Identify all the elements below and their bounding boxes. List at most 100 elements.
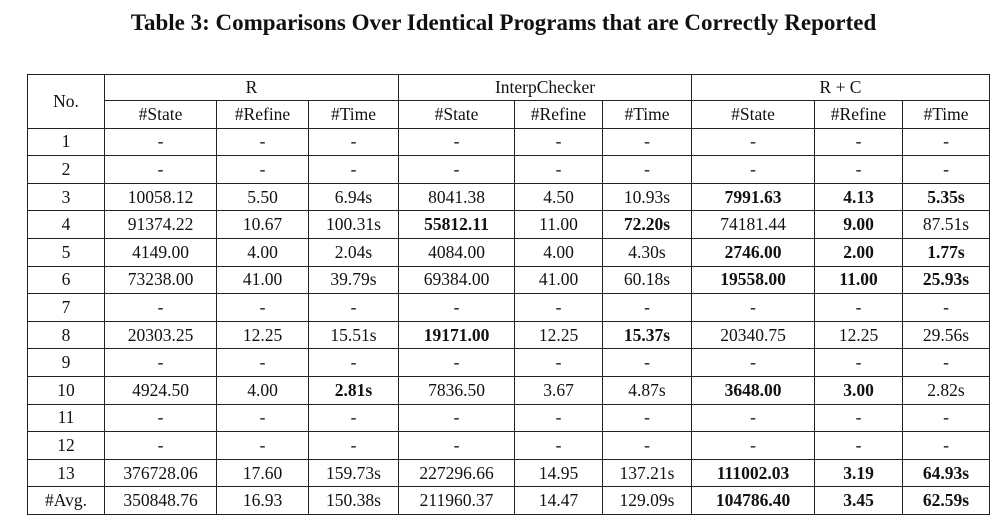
data-cell: 10.93s bbox=[603, 183, 692, 211]
group-header-row: No. R InterpChecker R + C bbox=[28, 75, 990, 101]
data-cell: 3.45 bbox=[815, 487, 903, 515]
data-cell: - bbox=[399, 404, 515, 432]
table-row: 6 73238.00 41.00 39.79s 69384.00 41.00 60.18s 1… bbox=[28, 266, 990, 294]
data-cell: 17.60 bbox=[217, 459, 309, 487]
data-cell: - bbox=[105, 404, 217, 432]
data-cell: 4.00 bbox=[217, 238, 309, 266]
data-cell: 11.00 bbox=[515, 211, 603, 239]
data-cell: - bbox=[603, 349, 692, 377]
row-number-cell: 13 bbox=[28, 459, 105, 487]
data-cell: - bbox=[603, 294, 692, 322]
data-cell: 211960.37 bbox=[399, 487, 515, 515]
data-cell: - bbox=[692, 432, 815, 460]
data-cell: - bbox=[309, 156, 399, 184]
row-number-cell: 12 bbox=[28, 432, 105, 460]
row-number-cell: 5 bbox=[28, 238, 105, 266]
table-row: 10 4924.50 4.00 2.81s 7836.50 3.67 4.87s 3648.0… bbox=[28, 376, 990, 404]
data-cell: 15.51s bbox=[309, 321, 399, 349]
data-cell: 19558.00 bbox=[692, 266, 815, 294]
data-cell: - bbox=[217, 128, 309, 156]
data-cell: - bbox=[515, 156, 603, 184]
table-row: 4 91374.22 10.67 100.31s 55812.11 11.00 72.20s… bbox=[28, 211, 990, 239]
data-cell: 4084.00 bbox=[399, 238, 515, 266]
data-cell: - bbox=[903, 128, 990, 156]
data-cell: 62.59s bbox=[903, 487, 990, 515]
subheader-refine: #Refine bbox=[815, 101, 903, 129]
data-cell: 73238.00 bbox=[105, 266, 217, 294]
subheader-time: #Time bbox=[603, 101, 692, 129]
row-number-cell: 8 bbox=[28, 321, 105, 349]
data-cell: 3648.00 bbox=[692, 376, 815, 404]
data-cell: 2.81s bbox=[309, 376, 399, 404]
data-cell: 4.00 bbox=[515, 238, 603, 266]
data-cell: 1.77s bbox=[903, 238, 990, 266]
table-row: 2--------- bbox=[28, 156, 990, 184]
data-cell: 12.25 bbox=[815, 321, 903, 349]
data-cell: 10.67 bbox=[217, 211, 309, 239]
data-cell: 2746.00 bbox=[692, 238, 815, 266]
table-caption: Table 3: Comparisons Over Identical Prog… bbox=[0, 10, 1007, 36]
data-cell: - bbox=[603, 432, 692, 460]
data-cell: 8041.38 bbox=[399, 183, 515, 211]
data-cell: 64.93s bbox=[903, 459, 990, 487]
data-cell: - bbox=[903, 404, 990, 432]
data-cell: 4.13 bbox=[815, 183, 903, 211]
data-cell: - bbox=[903, 349, 990, 377]
data-cell: 4.50 bbox=[515, 183, 603, 211]
data-cell: - bbox=[309, 404, 399, 432]
data-cell: 104786.40 bbox=[692, 487, 815, 515]
data-cell: 9.00 bbox=[815, 211, 903, 239]
data-cell: - bbox=[515, 404, 603, 432]
data-cell: 111002.03 bbox=[692, 459, 815, 487]
data-cell: - bbox=[105, 156, 217, 184]
row-number-cell: 10 bbox=[28, 376, 105, 404]
data-cell: 7836.50 bbox=[399, 376, 515, 404]
data-cell: 20303.25 bbox=[105, 321, 217, 349]
data-cell: 6.94s bbox=[309, 183, 399, 211]
data-cell: 16.93 bbox=[217, 487, 309, 515]
data-cell: 29.56s bbox=[903, 321, 990, 349]
data-cell: 55812.11 bbox=[399, 211, 515, 239]
data-cell: 5.35s bbox=[903, 183, 990, 211]
data-cell: - bbox=[692, 128, 815, 156]
table-row: #Avg. 350848.76 16.93 150.38s 211960.37 14.47… bbox=[28, 487, 990, 515]
data-cell: - bbox=[815, 432, 903, 460]
data-cell: - bbox=[903, 432, 990, 460]
data-cell: - bbox=[217, 404, 309, 432]
table-row: 11- - - - - - - - - bbox=[28, 404, 990, 432]
data-cell: - bbox=[692, 404, 815, 432]
data-cell: 2.04s bbox=[309, 238, 399, 266]
row-number-cell: 11 bbox=[28, 404, 105, 432]
data-cell: - bbox=[217, 432, 309, 460]
table-body: 1- - - - - - - - -2- - - - - - - - -3 10058.12 5.50 6.94s 80… bbox=[28, 128, 990, 514]
data-cell: 3.67 bbox=[515, 376, 603, 404]
table-row: 9--------- bbox=[28, 349, 990, 377]
subheader-time: #Time bbox=[309, 101, 399, 129]
row-number-cell: 3 bbox=[28, 183, 105, 211]
table-row: 3 10058.12 5.50 6.94s 8041.38 4.50 10.93s 7991.… bbox=[28, 183, 990, 211]
row-number-cell: 1 bbox=[28, 128, 105, 156]
comparison-table: No. R InterpChecker R + C #State #Refine… bbox=[27, 74, 990, 515]
group-header-interpchecker: InterpChecker bbox=[399, 75, 692, 101]
table-row: 13 376728.06 17.60 159.73s 227296.66 14.95 137… bbox=[28, 459, 990, 487]
data-cell: - bbox=[399, 432, 515, 460]
data-cell: 100.31s bbox=[309, 211, 399, 239]
data-cell: 39.79s bbox=[309, 266, 399, 294]
data-cell: 4.30s bbox=[603, 238, 692, 266]
data-cell: - bbox=[603, 156, 692, 184]
data-cell: 2.00 bbox=[815, 238, 903, 266]
table-row: 8 20303.25 12.25 15.51s 19171.00 12.25 15.37s 2… bbox=[28, 321, 990, 349]
data-cell: - bbox=[903, 294, 990, 322]
table-row: 12- - - - - - - - - bbox=[28, 432, 990, 460]
row-number-cell: 2 bbox=[28, 156, 105, 184]
data-cell: - bbox=[399, 128, 515, 156]
data-cell: - bbox=[399, 156, 515, 184]
data-cell: - bbox=[217, 156, 309, 184]
data-cell: 227296.66 bbox=[399, 459, 515, 487]
data-cell: 4924.50 bbox=[105, 376, 217, 404]
data-cell: 87.51s bbox=[903, 211, 990, 239]
data-cell: - bbox=[105, 349, 217, 377]
data-cell: - bbox=[309, 294, 399, 322]
subheader-state: #State bbox=[105, 101, 217, 129]
data-cell: 159.73s bbox=[309, 459, 399, 487]
